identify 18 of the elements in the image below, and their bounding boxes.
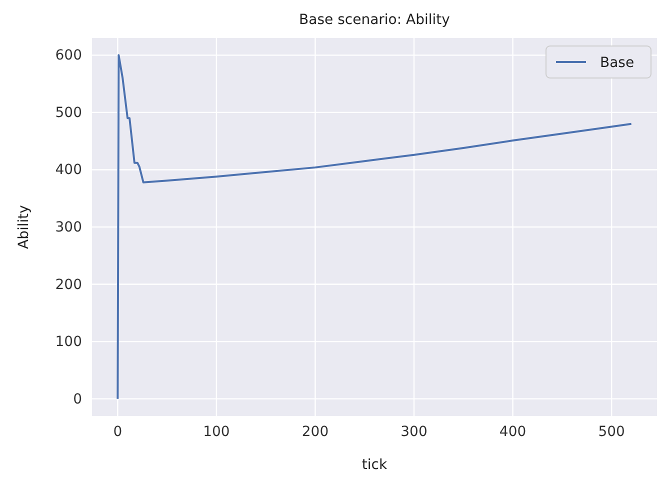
y-tick-label: 600 bbox=[55, 48, 82, 64]
y-tick-label: 100 bbox=[55, 334, 82, 350]
x-tick-label: 0 bbox=[113, 424, 122, 440]
y-tick-label: 0 bbox=[73, 391, 82, 408]
line-series bbox=[116, 54, 632, 400]
y-axis-title: Ability bbox=[16, 205, 32, 249]
x-tick-label: 500 bbox=[598, 424, 625, 440]
y-tick-label: 300 bbox=[55, 219, 82, 236]
x-tick-label: 200 bbox=[302, 424, 329, 440]
chart-title: Base scenario: Ability bbox=[299, 12, 450, 28]
x-tick-label: 300 bbox=[400, 424, 428, 440]
x-tick-label: 400 bbox=[499, 424, 526, 440]
x-axis-title: tick bbox=[362, 457, 388, 473]
x-tick-label: 100 bbox=[203, 424, 230, 440]
y-tick-label: 400 bbox=[55, 162, 82, 178]
y-tick-label: 200 bbox=[55, 276, 82, 293]
legend-label: Base bbox=[600, 55, 634, 71]
y-tick-label: 500 bbox=[55, 104, 82, 121]
